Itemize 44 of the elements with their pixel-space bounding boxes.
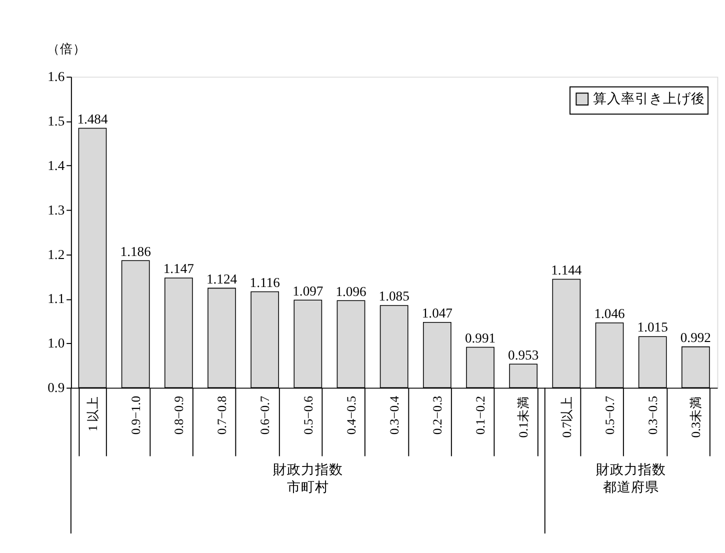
x-tick-label: 0.7以上: [560, 396, 574, 438]
y-tick-label: 1.3: [48, 202, 65, 218]
data-label: 1.046: [594, 306, 626, 321]
x-tick-label: 1 以上: [86, 396, 100, 432]
x-tick-label: 0.9−1.0: [128, 396, 143, 435]
x-tick-label: 0.1未満: [516, 396, 531, 438]
y-tick-label: 1.0: [48, 336, 65, 351]
data-label: 1.144: [551, 262, 582, 278]
x-tick-label: 0.6−0.7: [258, 396, 272, 435]
y-tick-label: 1.2: [48, 246, 65, 262]
text: 市町村: [286, 480, 329, 495]
text: 財政力指数: [596, 462, 666, 478]
data-label: 1.186: [120, 244, 152, 259]
x-tick-label: 0.5−0.7: [602, 396, 617, 435]
x-tick-label: 0.4−0.5: [344, 396, 358, 435]
data-label: 0.991: [464, 330, 496, 346]
data-label: 1.015: [637, 320, 668, 335]
data-label: 1.047: [422, 306, 453, 321]
y-tick-label: 0.9: [48, 380, 65, 396]
y-tick-label: 1.4: [48, 158, 65, 173]
text: 財政力指数: [272, 462, 343, 478]
x-tick-label: 0.1−0.2: [474, 396, 488, 435]
text: 都道府県: [603, 480, 660, 495]
data-label: 0.953: [508, 347, 539, 362]
x-tick-label: 0.8−0.9: [172, 396, 186, 435]
y-tick-label: 1.5: [48, 114, 65, 128]
x-tick-label: 0.7−0.8: [215, 396, 230, 435]
data-label: 1.096: [336, 284, 366, 299]
y-tick-label: 1.6: [48, 69, 65, 84]
x-tick-label: 0.2−0.3: [430, 396, 445, 435]
x-tick-label: 0.3未満: [689, 396, 704, 438]
y-axis-title: （倍）: [47, 42, 86, 56]
legend-label: 算入率引き上げ後: [592, 90, 705, 106]
data-label: 1.147: [163, 261, 194, 276]
x-tick-label: 0.3−0.5: [646, 396, 660, 435]
x-tick-label: 0.3−0.4: [387, 395, 402, 435]
data-label: 1.124: [206, 271, 238, 286]
x-tick-label: 0.5−0.6: [301, 396, 316, 435]
data-label: 1.484: [77, 111, 108, 126]
data-label: 1.097: [292, 283, 324, 298]
data-label: 0.992: [680, 330, 712, 345]
data-label: 1.116: [250, 274, 280, 290]
data-label: 1.085: [378, 288, 410, 304]
y-tick-label: 1.1: [48, 291, 65, 306]
